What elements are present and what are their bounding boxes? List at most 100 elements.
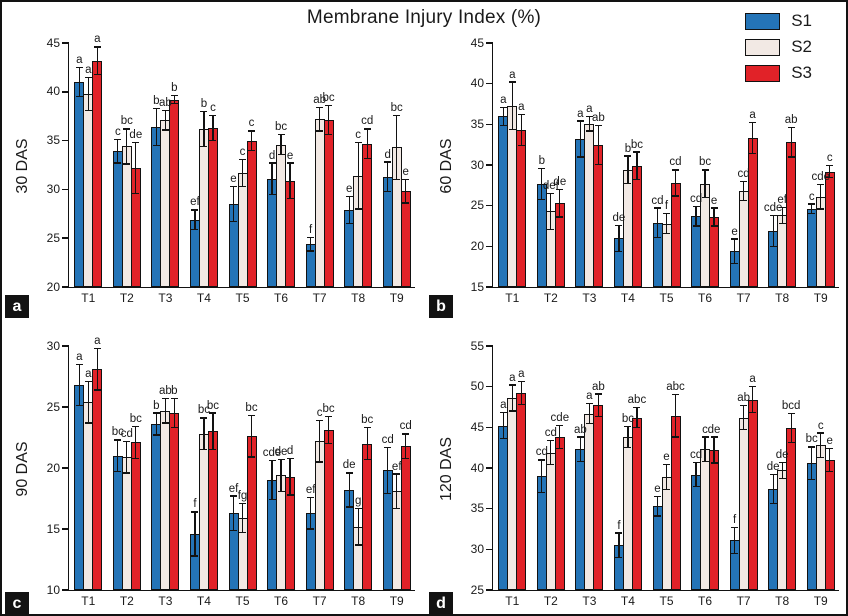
- error-bar-cap: [538, 491, 546, 494]
- error-bar-cap: [170, 95, 178, 97]
- error-bar: [733, 527, 736, 554]
- bar-s3: [670, 182, 681, 287]
- error-bar-cap: [325, 442, 333, 445]
- error-bar-cap: [152, 412, 160, 414]
- error-bar-cap: [161, 422, 169, 424]
- error-bar-cap: [538, 198, 546, 200]
- error-bar-cap: [749, 122, 757, 124]
- error-bar-cap: [517, 381, 525, 383]
- x-tick-label: T8: [775, 291, 790, 305]
- y-tick-label: 40: [470, 76, 484, 91]
- sig-letter: ab: [591, 111, 605, 124]
- error-bar: [357, 508, 359, 545]
- y-tick-label: 30: [46, 338, 60, 353]
- sig-letter: f: [664, 200, 669, 213]
- sig-letter: ab: [158, 384, 172, 397]
- sig-letter: cde: [811, 171, 830, 184]
- error-bar: [656, 208, 659, 238]
- sig-letter: d: [286, 444, 294, 457]
- error-bar-cap: [817, 208, 825, 210]
- error-bar-cap: [615, 250, 623, 252]
- error-bar-cap: [354, 208, 362, 210]
- y-tick: [62, 188, 69, 191]
- error-bar-cap: [286, 457, 294, 459]
- error-bar: [579, 437, 582, 462]
- error-bar: [695, 206, 697, 226]
- sig-letter: a: [518, 101, 525, 114]
- error-bar-cap: [345, 506, 353, 508]
- bar-s3: [670, 415, 681, 590]
- error-bar: [241, 503, 244, 533]
- error-bar: [78, 364, 80, 406]
- sig-letter: cd: [669, 156, 682, 169]
- error-bar-cap: [585, 130, 593, 132]
- error-bar-cap: [277, 153, 285, 155]
- error-bar-cap: [538, 459, 546, 461]
- error-bar-cap: [123, 472, 131, 474]
- error-bar-cap: [325, 416, 333, 418]
- x-tick-label: T3: [582, 291, 597, 305]
- error-bar: [713, 437, 715, 464]
- sig-letter: b: [200, 97, 208, 110]
- error-bar: [78, 67, 80, 97]
- error-bar: [126, 128, 128, 165]
- bar-s3: [400, 191, 411, 287]
- sig-letter: a: [500, 93, 507, 106]
- error-bar-cap: [692, 225, 700, 227]
- error-bar-cap: [808, 203, 816, 205]
- sig-letter: e: [402, 166, 409, 179]
- error-bar: [366, 427, 368, 460]
- error-bar: [357, 142, 359, 209]
- error-bar: [704, 169, 706, 198]
- error-bar-cap: [508, 384, 516, 386]
- error-bar-cap: [594, 393, 602, 395]
- sig-letter: de: [766, 461, 780, 474]
- error-bar-cap: [749, 386, 757, 388]
- x-tick-label: T6: [274, 594, 289, 608]
- error-bar-cap: [817, 432, 825, 434]
- sig-letter: e: [345, 182, 353, 195]
- error-bar-cap: [585, 403, 593, 405]
- y-tick: [486, 385, 493, 388]
- error-bar-cap: [826, 165, 834, 167]
- error-bar: [502, 412, 504, 439]
- error-bar-cap: [663, 213, 670, 215]
- error-bar-cap: [663, 232, 670, 234]
- x-tick-label: T3: [158, 291, 173, 305]
- error-bar: [289, 163, 291, 199]
- bar-s3: [593, 144, 604, 287]
- x-tick-label: T2: [543, 291, 558, 305]
- panel-90das: 90 DAS 10 15 20 25 30 T1 a a a T2 bc cd bc T3 b ab b T4 f b…: [2, 332, 426, 614]
- error-bar-cap: [239, 502, 246, 505]
- sig-letter: a: [577, 107, 584, 120]
- error-bar-cap: [152, 107, 160, 110]
- plot-area: 10 15 20 25 30 T1 a a a T2 bc cd bc T3 b ab b T4 f bc bc T5 ef…: [47, 335, 415, 608]
- error-bar-cap: [817, 456, 825, 459]
- sig-letter: bc: [322, 91, 335, 104]
- error-bar: [232, 186, 235, 222]
- error-bar: [704, 437, 706, 462]
- sig-letter: a: [76, 350, 83, 363]
- error-bar: [665, 464, 668, 490]
- sig-letter: ab: [573, 423, 587, 436]
- error-bar: [387, 162, 389, 192]
- error-bar-cap: [624, 183, 632, 185]
- sig-letter: de: [553, 175, 567, 188]
- error-bar: [241, 159, 244, 187]
- error-bar: [232, 496, 235, 531]
- error-bar: [164, 110, 167, 130]
- y-tick: [62, 237, 69, 239]
- error-bar-cap: [749, 412, 757, 414]
- error-bar-cap: [325, 104, 333, 107]
- sig-letter: bc: [621, 413, 635, 426]
- error-bar-cap: [769, 503, 777, 505]
- error-bar: [811, 204, 813, 214]
- panel-letter-badge: a: [5, 295, 29, 318]
- error-bar-cap: [307, 236, 315, 238]
- error-bar-cap: [161, 129, 169, 131]
- error-bar: [550, 440, 552, 465]
- y-tick: [486, 245, 493, 248]
- y-tick: [486, 123, 493, 126]
- x-tick-label: T5: [659, 291, 674, 305]
- sig-letter: bcd: [781, 400, 801, 413]
